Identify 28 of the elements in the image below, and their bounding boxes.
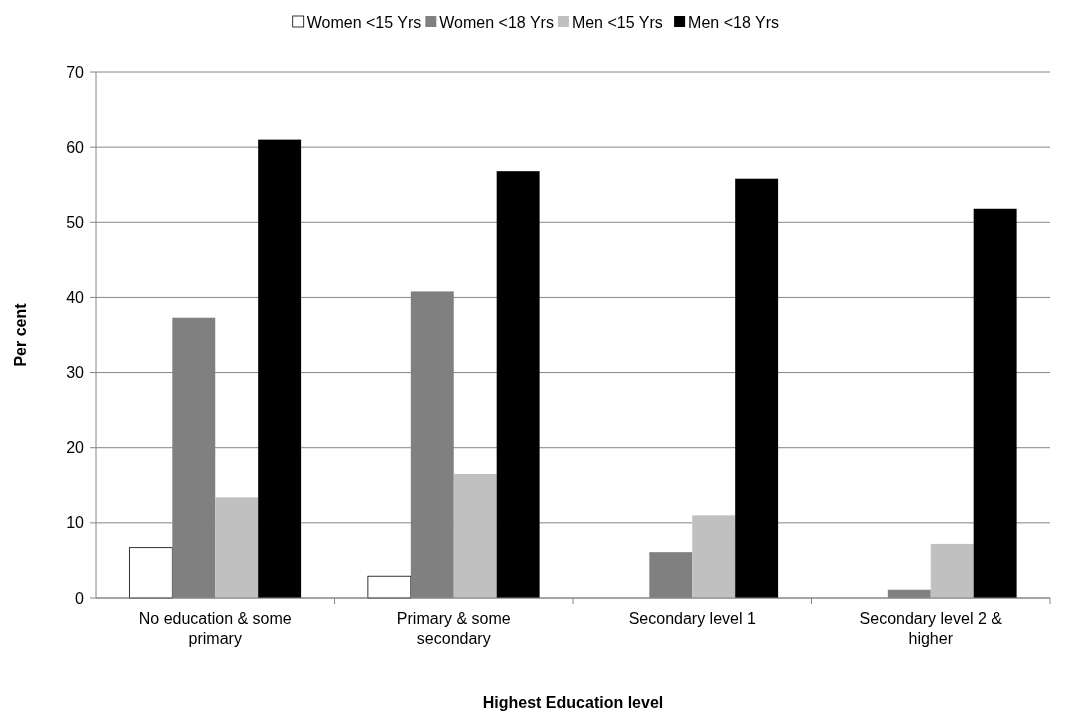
legend-label: Women <18 Yrs	[439, 13, 554, 31]
y-tick-label: 30	[66, 364, 85, 382]
legend-label: Men <15 Yrs	[571, 13, 663, 31]
y-tick-label: 50	[66, 213, 85, 231]
y-tick-label: 20	[66, 439, 85, 457]
bar	[930, 543, 974, 598]
y-axis-title: Per cent	[12, 302, 29, 367]
y-tick-label: 0	[75, 589, 85, 607]
bar	[367, 575, 412, 599]
x-tick-label: Primary & some secondary	[396, 610, 511, 647]
bar	[128, 547, 173, 599]
bar	[973, 208, 1017, 598]
bar	[453, 474, 497, 598]
y-tick-label: 40	[66, 289, 85, 307]
bar	[258, 139, 302, 598]
legend-label: Women <15 Yrs	[306, 13, 422, 31]
x-axis-title: Highest Education level	[482, 694, 664, 711]
y-tick-label: 70	[66, 63, 85, 81]
x-tick-label: Secondary level 2 & higher	[859, 610, 1003, 647]
bar	[215, 497, 259, 598]
x-tick-label: No education & some primary	[138, 610, 292, 647]
bar	[735, 178, 779, 598]
y-tick-label: 60	[66, 138, 85, 156]
bar	[692, 515, 736, 598]
legend-label: Men <18 Yrs	[688, 13, 779, 31]
y-tick-label: 10	[66, 514, 85, 532]
bar	[496, 171, 540, 598]
x-tick-label: Secondary level 1	[628, 610, 756, 627]
